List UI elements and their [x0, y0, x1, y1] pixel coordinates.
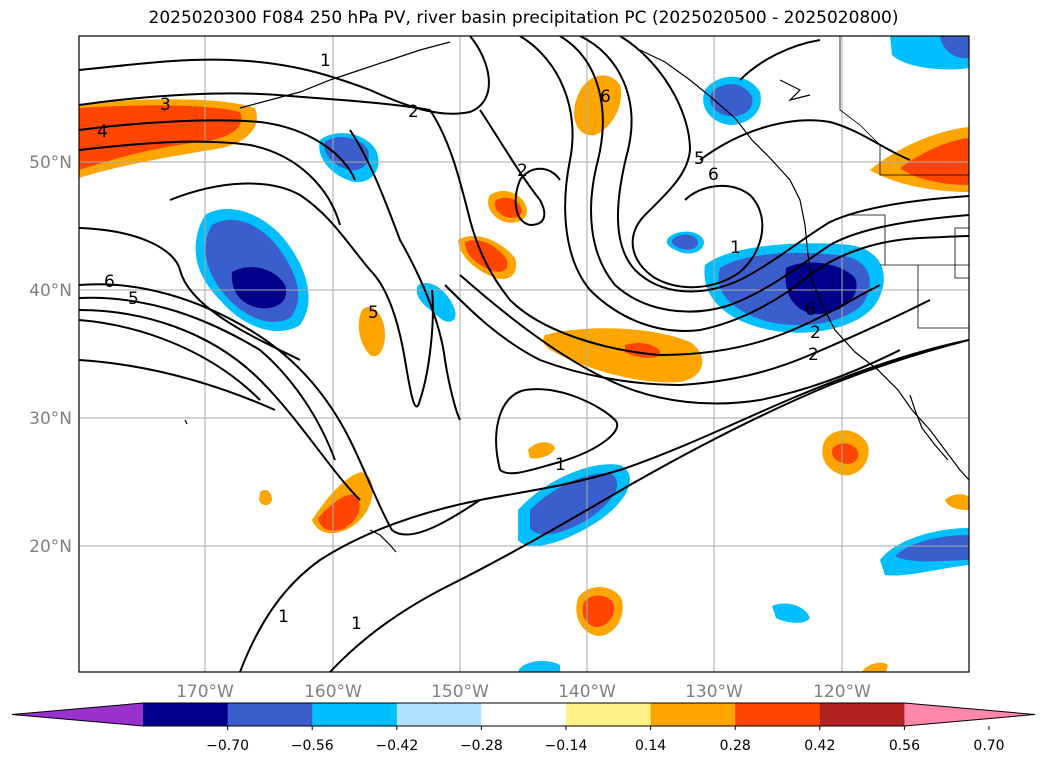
shade-positive: [358, 306, 385, 357]
colorbar-tick-label: 0.28: [720, 738, 751, 754]
colorbar-tick-label: 0.56: [889, 738, 920, 754]
shade-positive: [543, 328, 703, 383]
colorbar-segment: [396, 703, 482, 726]
contour-label: 2: [810, 323, 821, 343]
contour-label: 6: [805, 300, 816, 320]
precip-shading: [79, 36, 969, 672]
contour-label-group: 1 2 3 4 5 6 2 6 5 6 1 2 2 1 1 1 6 5: [97, 51, 821, 634]
lon-label: 140°W: [558, 682, 616, 702]
lon-label: 170°W: [176, 682, 234, 702]
contour-label: 6: [708, 165, 719, 185]
lon-label: 160°W: [304, 682, 362, 702]
colorbar-outline: [11, 702, 1036, 727]
shade-positive: [528, 442, 555, 459]
colorbar-segment: [143, 703, 229, 726]
shade-positive: [862, 662, 888, 672]
shade-positive: [832, 443, 859, 464]
colorbar-segment: [566, 703, 652, 726]
shade-negative: [231, 267, 287, 309]
colorbar-segment: [227, 703, 313, 726]
shade-negative: [710, 84, 753, 117]
lat-label: 30°N: [29, 409, 72, 429]
shade-negative: [772, 603, 810, 623]
contour-label: 6: [104, 272, 115, 292]
latitude-labels: 50°N 40°N 30°N 20°N: [29, 153, 72, 557]
colorbar-tick-label: 0.42: [804, 738, 835, 754]
colorbar-extend-low: [12, 703, 143, 726]
colorbar-tick-label: −0.70: [206, 738, 249, 754]
shade-negative: [530, 473, 618, 535]
map-title: 2025020300 F084 250 hPa PV, river basin …: [148, 8, 899, 28]
shade-negative: [895, 535, 969, 562]
contour-label: 2: [808, 345, 819, 365]
political-borders: [839, 36, 969, 329]
colorbar-segment: [819, 703, 905, 726]
contour-label: 1: [278, 607, 289, 627]
lon-label: 150°W: [431, 682, 489, 702]
colorbar-tick-label: 0.14: [635, 738, 666, 754]
colorbar-tick-label: 0.70: [973, 738, 1004, 754]
shade-positive: [318, 494, 360, 531]
colorbar-tick-label: −0.28: [460, 738, 503, 754]
contour-label: 5: [128, 289, 139, 309]
contour-label: 3: [160, 95, 171, 115]
contour-label: 5: [368, 303, 379, 323]
longitude-labels: 170°W 160°W 150°W 140°W 130°W 120°W: [176, 682, 871, 702]
contour-label: 5: [694, 149, 705, 169]
colorbar-segment: [312, 703, 398, 726]
shade-negative: [518, 660, 560, 672]
colorbar-tick-label: −0.42: [375, 738, 418, 754]
contour-label: 1: [730, 238, 741, 258]
shade-negative: [671, 234, 698, 250]
colorbar-segment: [481, 703, 567, 726]
colorbar-tick-label: −0.56: [291, 738, 334, 754]
coastlines: [184, 41, 969, 553]
lat-label: 20°N: [29, 537, 72, 557]
shade-positive: [465, 240, 508, 272]
colorbar-tick-label: −0.14: [545, 738, 588, 754]
shade-negative: [785, 262, 857, 315]
lat-label: 40°N: [29, 281, 72, 301]
lon-label: 120°W: [813, 682, 871, 702]
shade-positive: [945, 494, 969, 510]
contour-label: 4: [97, 122, 108, 142]
contour-label: 1: [320, 51, 331, 71]
map-frame: [78, 35, 970, 673]
lon-label: 130°W: [685, 682, 743, 702]
shade-positive: [574, 75, 622, 136]
colorbar-extend-high: [904, 703, 1035, 726]
graticule: [79, 36, 969, 672]
contour-label: 2: [408, 102, 419, 122]
shade-positive: [259, 489, 272, 506]
pv-contours: [79, 36, 969, 672]
shade-positive: [582, 595, 615, 628]
contour-label: 2: [517, 161, 528, 181]
colorbar-segment: [735, 703, 821, 726]
contour-label: 1: [555, 455, 566, 475]
colorbar-segment: [650, 703, 736, 726]
contour-label: 6: [600, 87, 611, 107]
contour-label: 1: [351, 614, 362, 634]
shade-negative: [940, 36, 969, 59]
lat-label: 50°N: [29, 153, 72, 173]
colorbar: −0.70 −0.56 −0.42 −0.28 −0.14 0.14 0.28 0.42 0.5…: [11, 702, 1036, 754]
